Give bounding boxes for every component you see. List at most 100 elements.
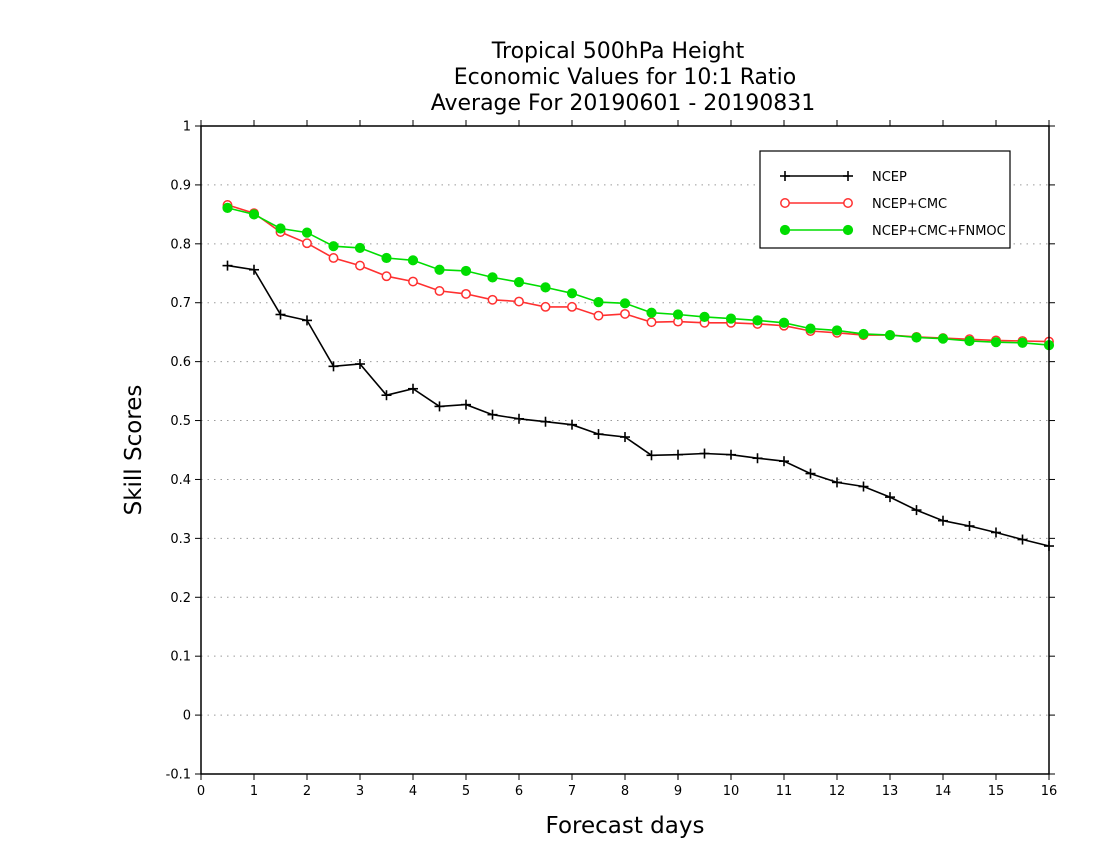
data-point: [752, 453, 763, 464]
data-point: [487, 294, 498, 305]
data-point: [381, 390, 392, 401]
x-tick-label: 2: [303, 784, 311, 799]
series-layer: [222, 199, 1055, 552]
data-point: [672, 309, 684, 320]
data-point: [699, 448, 710, 459]
legend: NCEP NCEP+CMC NCEP+CMC+FNMOC: [759, 150, 1011, 249]
x-tick-label: 7: [568, 784, 576, 799]
data-point: [646, 317, 657, 328]
chart-title-line-1: Tropical 500hPa Height: [491, 39, 745, 64]
data-point: [434, 401, 445, 412]
data-point: [328, 241, 339, 252]
data-point: [328, 253, 339, 263]
x-tick-label: 14: [935, 784, 952, 799]
data-point: [699, 311, 710, 322]
data-point: [275, 309, 286, 320]
data-point: [301, 227, 313, 238]
chart-title-line-2: Economic Values for 10:1 Ratio: [454, 65, 796, 90]
y-tick-label: 0.7: [170, 296, 191, 311]
x-tick-label: 0: [197, 784, 205, 799]
data-point: [990, 337, 1002, 348]
legend-items: NCEP NCEP+CMC NCEP+CMC+FNMOC: [779, 170, 1006, 239]
data-point: [832, 477, 842, 488]
data-point: [778, 317, 790, 328]
x-axis-ticks: 0 1 2 3 4 5 6 7 8 9 10 11 12 13 14 15 16: [197, 120, 1057, 799]
y-axis-ticks: -0.1 0 0.1 0.2 0.3 0.4 0.5 0.6 0.7 0.8 0.9 1: [166, 120, 1055, 783]
data-point: [1017, 337, 1028, 348]
data-point: [964, 520, 975, 531]
data-point: [567, 301, 577, 312]
plot-frame: [200, 125, 1050, 775]
y-tick-label: 0.4: [170, 473, 191, 488]
data-point: [805, 323, 816, 334]
data-point: [408, 383, 418, 394]
x-tick-label: 12: [829, 784, 846, 799]
y-tick-label: -0.1: [166, 768, 191, 783]
legend-entry: NCEP+CMC: [780, 197, 947, 212]
data-point: [355, 260, 365, 271]
x-tick-label: 9: [674, 784, 682, 799]
data-point: [460, 265, 472, 277]
legend-label: NCEP: [872, 170, 907, 185]
data-point: [858, 481, 869, 492]
data-point: [805, 468, 816, 479]
data-point: [381, 252, 392, 264]
data-point: [461, 399, 471, 410]
data-point: [487, 409, 498, 420]
data-point: [513, 277, 525, 288]
data-point: [619, 298, 631, 309]
data-point: [911, 505, 922, 516]
x-tick-label: 11: [776, 784, 793, 799]
data-point: [355, 358, 365, 369]
data-point: [354, 242, 366, 254]
series-ncep-cmc-fnmoc: [222, 202, 1055, 351]
data-point: [646, 450, 657, 461]
data-point: [620, 308, 630, 319]
legend-marker-start: [780, 198, 790, 208]
chart-title: Tropical 500hPa Height Economic Values f…: [431, 39, 816, 116]
data-point: [620, 432, 630, 443]
legend-entry: NCEP: [780, 170, 907, 185]
x-tick-label: 4: [409, 784, 417, 799]
data-point: [514, 413, 524, 424]
data-point: [885, 492, 895, 503]
x-axis-label: Forecast days: [546, 813, 705, 839]
data-point: [593, 429, 604, 440]
data-point: [725, 313, 737, 324]
legend-entry: NCEP+CMC+FNMOC: [779, 224, 1006, 239]
data-point: [381, 271, 392, 282]
data-point: [1017, 534, 1028, 545]
data-point: [461, 288, 471, 299]
data-point: [487, 272, 498, 283]
data-point: [673, 449, 683, 460]
data-point: [540, 282, 551, 293]
data-point: [726, 449, 736, 460]
data-point: [991, 527, 1001, 538]
y-tick-label: 0.3: [170, 532, 191, 547]
y-tick-label: 1: [183, 120, 191, 135]
data-point: [646, 307, 657, 318]
data-point: [434, 264, 445, 275]
x-tick-label: 1: [250, 784, 258, 799]
x-tick-label: 6: [515, 784, 523, 799]
data-point: [831, 325, 843, 336]
legend-marker-end: [843, 171, 853, 181]
series-line: [227, 264, 1050, 547]
data-point: [408, 276, 418, 287]
x-tick-label: 8: [621, 784, 629, 799]
y-tick-label: 0.8: [170, 237, 191, 252]
data-point: [937, 333, 949, 344]
data-point: [248, 209, 260, 220]
series-ncep: [222, 260, 1054, 552]
data-point: [964, 335, 975, 347]
chart-title-line-3: Average For 20190601 - 20190831: [431, 91, 816, 116]
y-tick-label: 0.5: [170, 414, 191, 429]
x-tick-label: 5: [462, 784, 470, 799]
legend-marker-start: [780, 171, 790, 181]
x-tick-label: 15: [988, 784, 1005, 799]
data-point: [567, 419, 577, 430]
legend-marker-end: [843, 198, 853, 208]
x-tick-label: 10: [723, 784, 740, 799]
legend-label: NCEP+CMC: [872, 197, 947, 212]
